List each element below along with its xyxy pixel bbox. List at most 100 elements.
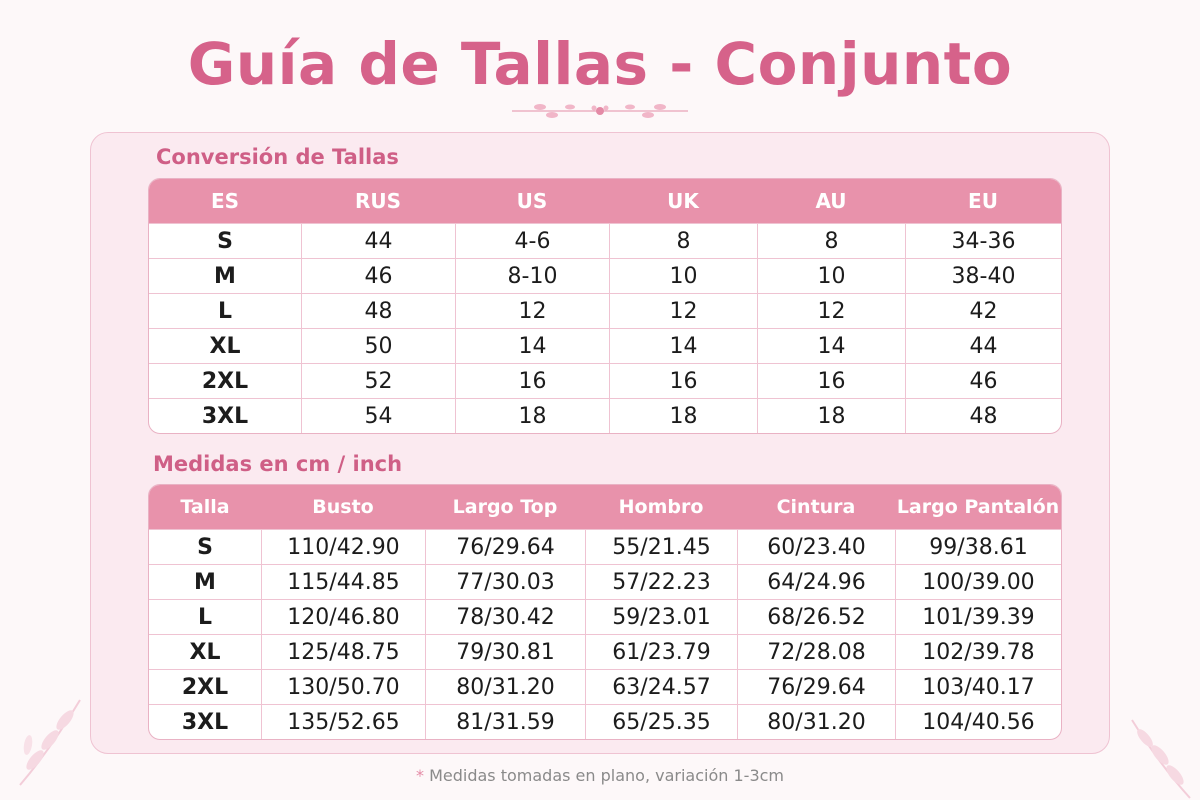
table-cell: 8: [757, 223, 905, 258]
size-label-cell: XL: [149, 328, 301, 363]
table-row: 2XL 130/50.70 80/31.20 63/24.57 76/29.64 103/…: [149, 669, 1061, 704]
size-label-cell: L: [149, 599, 261, 634]
table-cell: 57/22.23: [585, 564, 737, 599]
table-cell: 103/40.17: [895, 669, 1061, 704]
page-title: Guía de Tallas - Conjunto: [187, 30, 1013, 98]
table-cell: 12: [609, 293, 757, 328]
table-cell: 65/25.35: [585, 704, 737, 739]
table-row: L 120/46.80 78/30.42 59/23.01 68/26.52 101/39…: [149, 599, 1061, 634]
conversion-header-cell: AU: [757, 179, 905, 223]
size-label-cell: 2XL: [149, 669, 261, 704]
table-cell: 76/29.64: [737, 669, 895, 704]
table-cell: 80/31.20: [737, 704, 895, 739]
conversion-header-cell: ES: [149, 179, 301, 223]
measures-header-cell: Busto: [261, 485, 425, 529]
size-label-cell: 3XL: [149, 704, 261, 739]
table-cell: 60/23.40: [737, 529, 895, 564]
table-cell: 18: [757, 398, 905, 433]
table-cell: 102/39.78: [895, 634, 1061, 669]
table-cell: 54: [301, 398, 455, 433]
conversion-table: ES RUS US UK AU EU S 44 4-6 8 8 34-36 M 46 8-10 10 10 38…: [148, 178, 1062, 434]
measures-heading: Medidas en cm / inch: [153, 452, 403, 476]
measures-header-cell: Talla: [149, 485, 261, 529]
table-cell: 14: [455, 328, 609, 363]
measures-header-cell: Largo Top: [425, 485, 585, 529]
size-label-cell: M: [149, 564, 261, 599]
leaf-decoration-icon: [1131, 719, 1191, 799]
table-cell: 46: [301, 258, 455, 293]
table-cell: 135/52.65: [261, 704, 425, 739]
measures-header-cell: Largo Pantalón: [895, 485, 1061, 529]
table-cell: 16: [757, 363, 905, 398]
table-cell: 34-36: [905, 223, 1061, 258]
table-cell: 18: [609, 398, 757, 433]
measures-table: Talla Busto Largo Top Hombro Cintura Largo Pa…: [148, 484, 1062, 740]
table-cell: 64/24.96: [737, 564, 895, 599]
conversion-header-cell: RUS: [301, 179, 455, 223]
table-cell: 120/46.80: [261, 599, 425, 634]
table-row: M 115/44.85 77/30.03 57/22.23 64/24.96 100/39…: [149, 564, 1061, 599]
table-row: 2XL 52 16 16 16 46: [149, 363, 1061, 398]
table-cell: 104/40.56: [895, 704, 1061, 739]
table-cell: 4-6: [455, 223, 609, 258]
table-cell: 44: [905, 328, 1061, 363]
table-cell: 10: [609, 258, 757, 293]
table-row: S 44 4-6 8 8 34-36: [149, 223, 1061, 258]
conversion-header-cell: US: [455, 179, 609, 223]
table-cell: 52: [301, 363, 455, 398]
table-cell: 18: [455, 398, 609, 433]
table-cell: 61/23.79: [585, 634, 737, 669]
table-cell: 50: [301, 328, 455, 363]
table-cell: 130/50.70: [261, 669, 425, 704]
table-cell: 115/44.85: [261, 564, 425, 599]
table-cell: 14: [609, 328, 757, 363]
measures-header-cell: Hombro: [585, 485, 737, 529]
table-cell: 77/30.03: [425, 564, 585, 599]
leaf-decoration-icon: [19, 699, 81, 786]
table-row: L 48 12 12 12 42: [149, 293, 1061, 328]
table-cell: 125/48.75: [261, 634, 425, 669]
table-row: S 110/42.90 76/29.64 55/21.45 60/23.40 99/38.…: [149, 529, 1061, 564]
table-cell: 10: [757, 258, 905, 293]
table-cell: 8-10: [455, 258, 609, 293]
table-cell: 99/38.61: [895, 529, 1061, 564]
table-cell: 78/30.42: [425, 599, 585, 634]
size-label-cell: M: [149, 258, 301, 293]
table-cell: 8: [609, 223, 757, 258]
table-row: M 46 8-10 10 10 38-40: [149, 258, 1061, 293]
table-cell: 63/24.57: [585, 669, 737, 704]
table-cell: 42: [905, 293, 1061, 328]
table-cell: 16: [455, 363, 609, 398]
size-label-cell: 3XL: [149, 398, 301, 433]
table-cell: 110/42.90: [261, 529, 425, 564]
table-cell: 59/23.01: [585, 599, 737, 634]
table-cell: 79/30.81: [425, 634, 585, 669]
footnote: * Medidas tomadas en plano, variación 1-…: [0, 766, 1200, 785]
conversion-header-cell: EU: [905, 179, 1061, 223]
table-cell: 16: [609, 363, 757, 398]
measures-header-cell: Cintura: [737, 485, 895, 529]
table-row: 3XL 54 18 18 18 48: [149, 398, 1061, 433]
conversion-header-row: ES RUS US UK AU EU: [149, 179, 1061, 223]
measures-header-row: Talla Busto Largo Top Hombro Cintura Largo Pa…: [149, 485, 1061, 529]
size-label-cell: S: [149, 223, 301, 258]
footnote-text: Medidas tomadas en plano, variación 1-3c…: [429, 766, 784, 785]
table-cell: 68/26.52: [737, 599, 895, 634]
table-cell: 12: [455, 293, 609, 328]
table-cell: 38-40: [905, 258, 1061, 293]
table-cell: 76/29.64: [425, 529, 585, 564]
table-cell: 48: [905, 398, 1061, 433]
size-label-cell: 2XL: [149, 363, 301, 398]
table-cell: 12: [757, 293, 905, 328]
conversion-header-cell: UK: [609, 179, 757, 223]
table-cell: 55/21.45: [585, 529, 737, 564]
table-cell: 101/39.39: [895, 599, 1061, 634]
size-label-cell: L: [149, 293, 301, 328]
table-cell: 44: [301, 223, 455, 258]
table-row: 3XL 135/52.65 81/31.59 65/25.35 80/31.20 104/…: [149, 704, 1061, 739]
table-cell: 81/31.59: [425, 704, 585, 739]
table-row: XL 125/48.75 79/30.81 61/23.79 72/28.08 102/3…: [149, 634, 1061, 669]
table-cell: 46: [905, 363, 1061, 398]
table-cell: 72/28.08: [737, 634, 895, 669]
conversion-heading: Conversión de Tallas: [156, 145, 399, 169]
